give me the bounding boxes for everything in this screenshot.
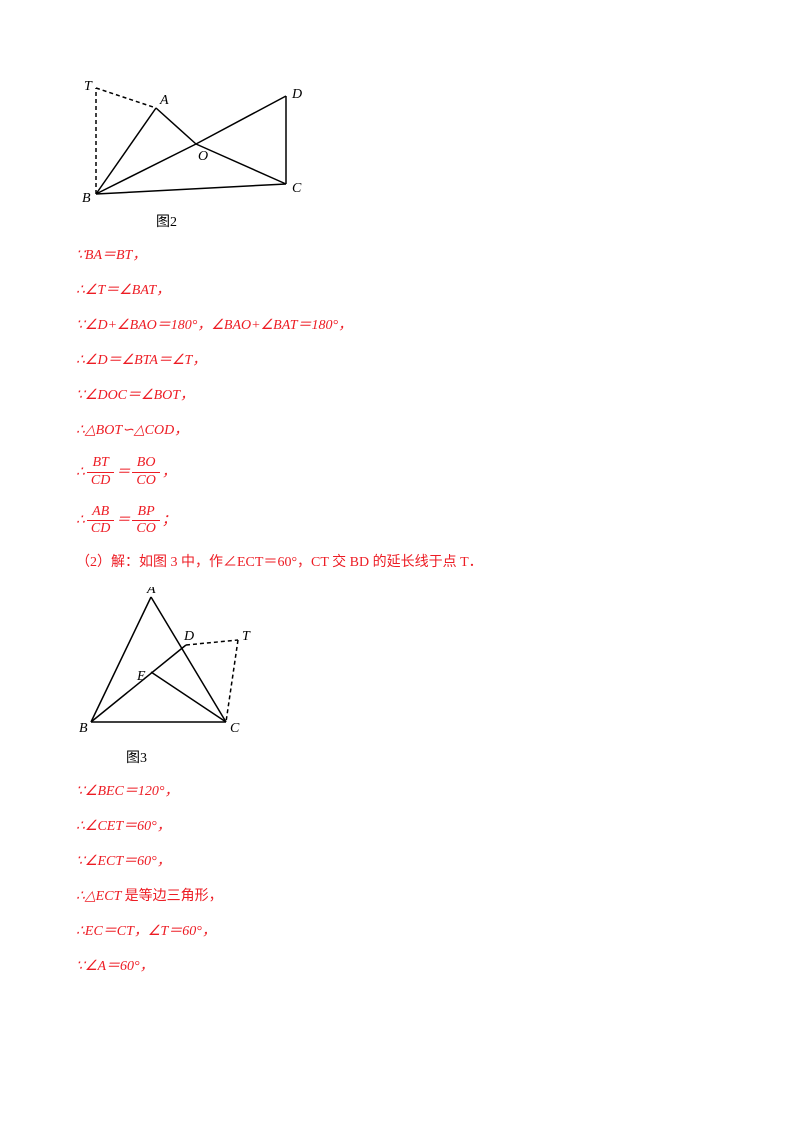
page: T A D O B C 图2 ∵BA＝BT， ∴∠T＝∠BAT， ∵∠D+∠BAO＝180… bbox=[0, 0, 794, 977]
svg-text:C: C bbox=[230, 721, 240, 736]
proof-line: ∵∠DOC＝∠BOT， bbox=[76, 385, 718, 406]
proof-line: ∵∠BEC＝120°， bbox=[76, 781, 718, 802]
svg-text:A: A bbox=[146, 587, 156, 597]
denominator: CO bbox=[132, 473, 159, 490]
svg-text:C: C bbox=[292, 181, 302, 196]
proof-line: ∵∠D+∠BAO＝180°，∠BAO+∠BAT＝180°， bbox=[76, 315, 718, 336]
proof-line: ∴∠D＝∠BTA＝∠T， bbox=[76, 350, 718, 371]
proof-line: ∴△ECT 是等边三角形， bbox=[76, 886, 718, 907]
text: ＝ bbox=[116, 462, 130, 483]
numerator: BT bbox=[87, 455, 114, 473]
figure-2-caption: 图2 bbox=[156, 215, 177, 230]
figure-2-svg: T A D O B C bbox=[76, 76, 306, 206]
svg-text:O: O bbox=[198, 149, 208, 164]
svg-text:T: T bbox=[84, 79, 93, 94]
numerator: AB bbox=[87, 504, 114, 522]
denominator: CD bbox=[87, 473, 114, 490]
text: ∴ bbox=[76, 462, 85, 483]
proof-line: ∵∠ECT＝60°， bbox=[76, 851, 718, 872]
svg-text:B: B bbox=[79, 721, 88, 736]
svg-text:D: D bbox=[291, 87, 302, 102]
text: ∴△ECT bbox=[76, 889, 125, 904]
proof-line: ∵BA＝BT， bbox=[76, 245, 718, 266]
text: ， bbox=[162, 462, 176, 483]
fraction: AB CD bbox=[87, 504, 114, 539]
text: 是等边三角形， bbox=[125, 889, 223, 904]
denominator: CO bbox=[132, 521, 159, 538]
proof-line-frac: ∴ BT CD ＝ BO CO ， bbox=[76, 455, 718, 490]
proof-line: ∴∠T＝∠BAT， bbox=[76, 280, 718, 301]
figure-3-caption: 图3 bbox=[126, 751, 147, 766]
svg-text:B: B bbox=[82, 191, 91, 206]
fraction: BP CO bbox=[132, 504, 159, 539]
svg-text:D: D bbox=[183, 629, 194, 644]
proof-line: ∴EC＝CT，∠T＝60°， bbox=[76, 921, 718, 942]
text: ； bbox=[162, 510, 176, 531]
svg-text:E: E bbox=[136, 669, 146, 684]
numerator: BO bbox=[132, 455, 159, 473]
fraction: BT CD bbox=[87, 455, 114, 490]
denominator: CD bbox=[87, 521, 114, 538]
svg-text:T: T bbox=[242, 629, 251, 644]
text: （2）解：如图 3 中，作∠ECT＝60°，CT 交 BD 的延长线于点 T． bbox=[76, 555, 483, 570]
proof-line: ∴∠CET＝60°， bbox=[76, 816, 718, 837]
proof-line: ∴△BOT∽△COD， bbox=[76, 420, 718, 441]
proof-line: （2）解：如图 3 中，作∠ECT＝60°，CT 交 BD 的延长线于点 T． bbox=[76, 552, 718, 573]
proof-line-frac: ∴ AB CD ＝ BP CO ； bbox=[76, 504, 718, 539]
text: ∴ bbox=[76, 510, 85, 531]
svg-text:A: A bbox=[159, 93, 169, 108]
figure-3-svg: A B C D T E bbox=[76, 587, 251, 742]
figure-3: A B C D T E 图3 bbox=[76, 587, 718, 767]
numerator: BP bbox=[132, 504, 159, 522]
fraction: BO CO bbox=[132, 455, 159, 490]
proof-line: ∵∠A＝60°， bbox=[76, 956, 718, 977]
figure-2: T A D O B C 图2 bbox=[76, 76, 718, 231]
text: ＝ bbox=[116, 510, 130, 531]
